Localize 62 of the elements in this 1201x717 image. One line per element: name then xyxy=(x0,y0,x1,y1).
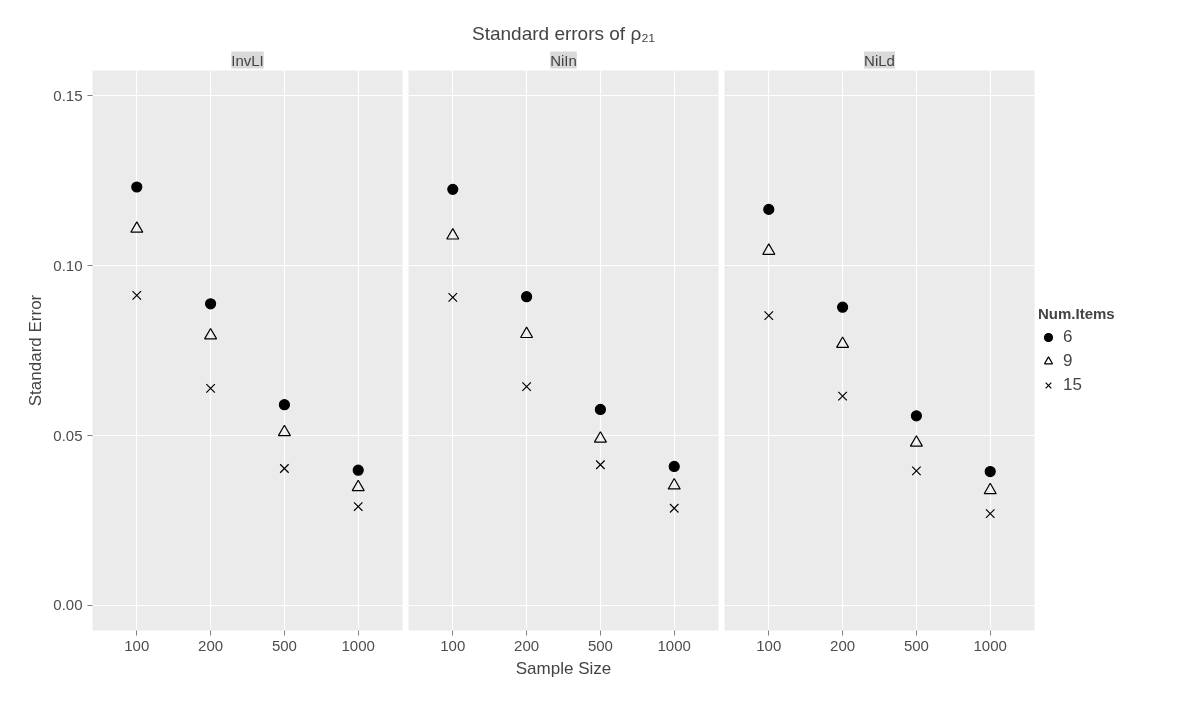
point xyxy=(837,391,848,402)
legend-label: 9 xyxy=(1063,351,1074,371)
point xyxy=(131,181,143,193)
point xyxy=(763,310,774,321)
point xyxy=(447,183,459,195)
point xyxy=(595,459,606,470)
x-tick-label: 100 xyxy=(124,636,150,654)
x-tick-label: 100 xyxy=(440,636,466,654)
point xyxy=(911,466,922,476)
point xyxy=(277,424,291,437)
point xyxy=(667,477,681,490)
point xyxy=(447,292,458,303)
legend-label: 6 xyxy=(1063,327,1074,347)
point xyxy=(131,290,142,301)
point xyxy=(984,465,996,478)
point xyxy=(353,501,364,512)
x-tick-label: 1000 xyxy=(657,636,691,654)
chart-title: NiLd xyxy=(864,51,895,69)
x-tick-label: 1000 xyxy=(973,636,1007,654)
point xyxy=(521,381,532,392)
point xyxy=(763,203,775,215)
point xyxy=(594,403,606,416)
point xyxy=(669,503,680,514)
chart-subtitle: NiIn xyxy=(550,51,577,69)
point xyxy=(593,431,607,443)
point xyxy=(836,336,850,348)
point xyxy=(205,383,216,394)
point xyxy=(130,221,144,233)
x-tick-label: 200 xyxy=(198,636,224,654)
y-axis-title: Standard Error xyxy=(26,294,46,407)
point xyxy=(279,463,290,474)
point xyxy=(909,435,923,447)
y-tick-label: 0.05 xyxy=(53,426,83,444)
x-tick-label: 1000 xyxy=(341,636,375,654)
legend-label: 15 xyxy=(1063,375,1083,395)
point xyxy=(446,228,460,240)
point xyxy=(521,291,533,303)
y-tick-label: 0.15 xyxy=(53,86,83,104)
point xyxy=(205,298,217,310)
x-axis-title: Sample Size xyxy=(515,658,612,678)
y-tick-label: 0.00 xyxy=(53,596,83,614)
x-tick-label: 200 xyxy=(514,636,540,654)
point xyxy=(668,460,680,473)
x-tick-label: 500 xyxy=(271,636,297,654)
point xyxy=(910,410,922,422)
point xyxy=(837,301,849,313)
point xyxy=(278,399,290,411)
legend-title: Num.Items xyxy=(1038,305,1115,322)
chart-title: Standard errors of ρ₂₁ xyxy=(472,22,656,44)
x-tick-label: 100 xyxy=(756,636,782,654)
point xyxy=(983,482,997,495)
point xyxy=(520,326,534,339)
x-tick-label: 200 xyxy=(830,636,856,654)
x-tick-label: 500 xyxy=(903,636,929,654)
point xyxy=(204,327,218,340)
point xyxy=(351,479,365,492)
point xyxy=(352,464,364,476)
chart-title: InvLI xyxy=(231,51,264,69)
point xyxy=(762,243,776,255)
x-tick-label: 500 xyxy=(587,636,613,654)
point xyxy=(985,508,996,519)
y-tick-label: 0.10 xyxy=(53,256,83,274)
